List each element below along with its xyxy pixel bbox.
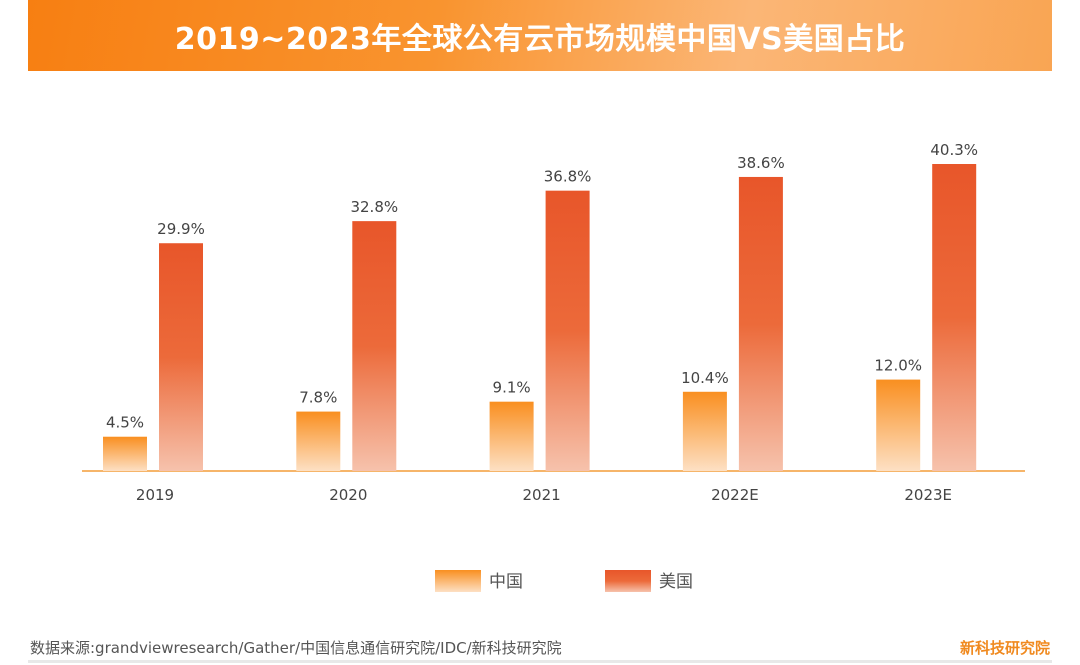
data-label: 12.0% xyxy=(874,357,922,375)
legend-label: 美国 xyxy=(659,572,693,592)
bar-usa xyxy=(159,243,203,471)
x-tick-label: 2023E xyxy=(904,486,952,504)
data-label: 40.3% xyxy=(930,141,978,159)
bar-china xyxy=(682,391,727,471)
chart-title: 2019~2023年全球公有云市场规模中国VS美国占比 xyxy=(174,21,906,57)
bar-usa xyxy=(932,164,977,471)
data-label: 29.9% xyxy=(157,220,205,238)
data-label: 9.1% xyxy=(493,379,531,397)
bar-china xyxy=(103,436,147,471)
x-tick-label: 2022E xyxy=(711,486,759,504)
legend-label: 中国 xyxy=(489,572,523,592)
x-tick-label: 2021 xyxy=(523,486,561,504)
bar-usa xyxy=(352,221,397,471)
bar-china xyxy=(489,401,534,471)
bar-usa xyxy=(545,190,590,471)
data-label: 4.5% xyxy=(106,414,144,432)
bar-china xyxy=(876,379,921,471)
data-label: 7.8% xyxy=(299,389,337,407)
data-label: 38.6% xyxy=(737,154,785,172)
bar-china xyxy=(296,411,341,471)
bar-usa xyxy=(738,176,783,471)
brand-label: 新科技研究院 xyxy=(959,639,1050,657)
data-label: 10.4% xyxy=(681,369,729,387)
legend-swatch xyxy=(605,570,651,592)
legend-swatch xyxy=(435,570,481,592)
x-tick-label: 2019 xyxy=(136,486,174,504)
data-label: 32.8% xyxy=(350,198,398,216)
data-label: 36.8% xyxy=(544,168,592,186)
x-tick-label: 2020 xyxy=(329,486,367,504)
source-note: 数据来源:grandviewresearch/Gather/中国信息通信研究院/… xyxy=(30,639,562,657)
title-banner: 2019~2023年全球公有云市场规模中国VS美国占比 xyxy=(28,0,1052,71)
footer-divider xyxy=(28,660,1052,663)
